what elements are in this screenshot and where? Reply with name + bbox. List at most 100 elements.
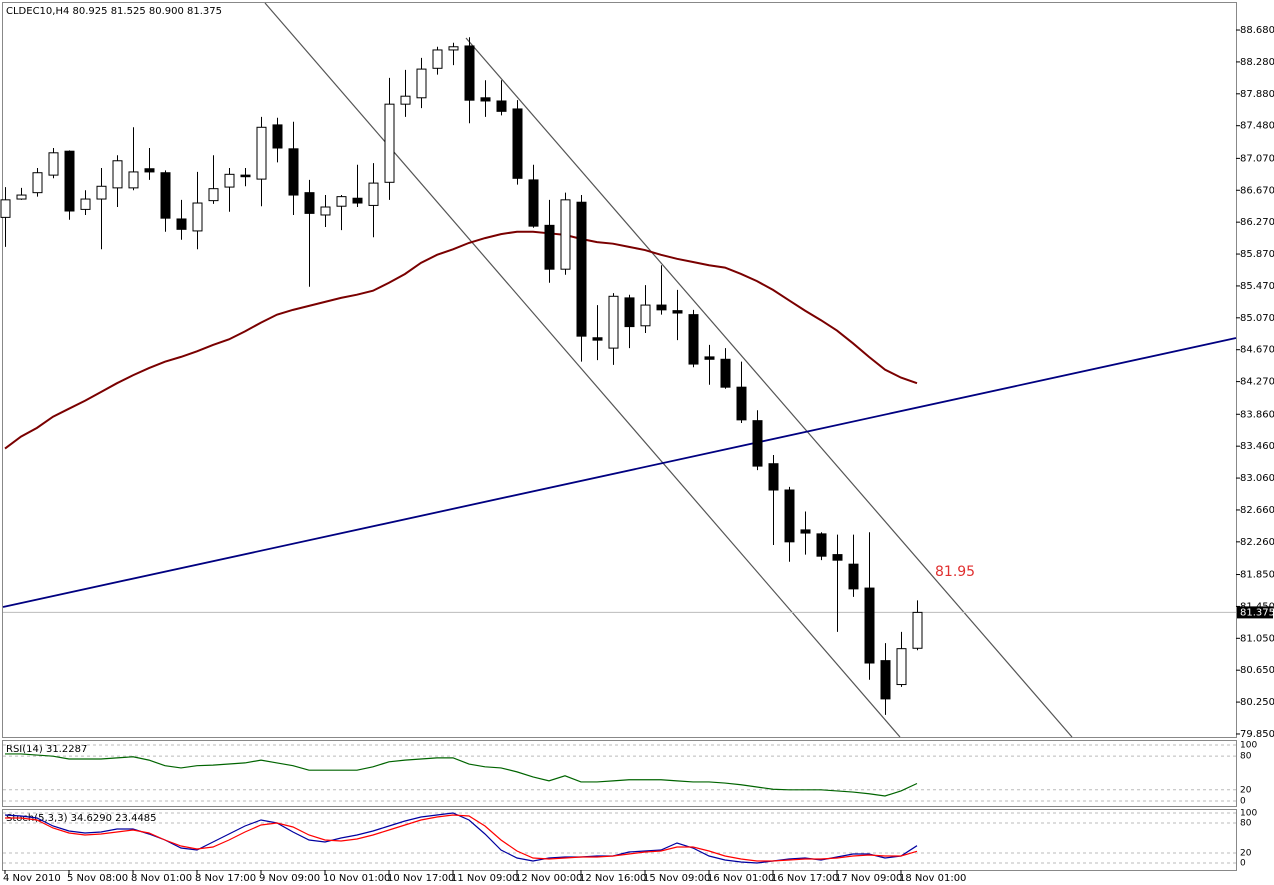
candle-body xyxy=(144,168,155,173)
x-tick-label: 10 Nov 01:00 xyxy=(323,873,390,884)
y-tick-label: 100 xyxy=(1240,809,1257,819)
y-tick-label: 86.670 xyxy=(1240,185,1274,196)
y-tick-label: 85.470 xyxy=(1240,281,1274,292)
candle-body xyxy=(416,68,427,99)
y-tick-label: 83.060 xyxy=(1240,473,1274,484)
last-price-box xyxy=(1237,606,1273,619)
x-tick-label: 17 Nov 09:00 xyxy=(835,873,902,884)
rsi-panel xyxy=(2,740,1237,807)
candle-body xyxy=(0,199,11,218)
candle-body xyxy=(464,45,475,101)
rsi-title: RSI(14) 31.2287 xyxy=(6,744,87,755)
candle-body xyxy=(240,174,251,178)
x-tick-label: 8 Nov 01:00 xyxy=(131,873,192,884)
y-tick-label: 85.870 xyxy=(1240,249,1274,260)
candle-body xyxy=(752,420,763,467)
candle-body xyxy=(864,587,875,664)
x-tick-label: 12 Nov 00:00 xyxy=(515,873,582,884)
candle-body xyxy=(912,611,923,649)
candle-body xyxy=(288,148,299,196)
y-tick-label: 87.880 xyxy=(1240,89,1274,100)
candle-body xyxy=(512,108,523,179)
candle-body xyxy=(672,310,683,314)
x-tick-label: 16 Nov 17:00 xyxy=(771,873,838,884)
candle-body xyxy=(176,218,187,230)
y-tick-label: 79.850 xyxy=(1240,729,1274,740)
x-tick-label: 9 Nov 09:00 xyxy=(259,873,320,884)
y-tick-label: 87.480 xyxy=(1240,121,1274,132)
chart-title: CLDEC10,H4 80.925 81.525 80.900 81.375 xyxy=(6,6,222,17)
candle-body xyxy=(48,152,59,176)
y-tick-label: 80 xyxy=(1240,819,1252,829)
candle-body xyxy=(80,198,91,210)
x-tick-label: 4 Nov 2010 xyxy=(3,873,61,884)
x-tick-label: 10 Nov 17:00 xyxy=(387,873,454,884)
y-tick-label: 20 xyxy=(1240,785,1252,795)
candle-body xyxy=(576,201,587,337)
main-panel xyxy=(2,2,1237,738)
x-tick-label: 11 Nov 09:00 xyxy=(451,873,518,884)
candle-body xyxy=(336,196,347,207)
candle-body xyxy=(592,337,603,341)
y-tick-label: 82.260 xyxy=(1240,537,1274,548)
x-tick-label: 18 Nov 01:00 xyxy=(899,873,966,884)
candle-body xyxy=(848,563,859,590)
candle-body xyxy=(32,172,43,194)
candle-body xyxy=(480,97,491,102)
candle-body xyxy=(304,192,315,214)
y-tick-label: 80 xyxy=(1240,752,1252,762)
candle-body xyxy=(256,126,267,180)
x-tick-label: 15 Nov 09:00 xyxy=(643,873,710,884)
candle-body xyxy=(784,489,795,543)
candle-body xyxy=(16,194,27,200)
candle-body xyxy=(544,224,555,270)
candle-body xyxy=(368,182,379,206)
x-tick-label: 5 Nov 08:00 xyxy=(67,873,128,884)
candle-body xyxy=(688,314,699,365)
y-tick-label: 87.070 xyxy=(1240,153,1274,164)
candle-body xyxy=(560,199,571,270)
channel-lower xyxy=(264,2,901,738)
y-tick-label: 81.050 xyxy=(1240,633,1274,644)
candle-body xyxy=(96,185,107,200)
candle-body xyxy=(208,188,219,202)
candle-body xyxy=(640,304,651,327)
y-tick-label: 20 xyxy=(1240,849,1252,859)
candle-body xyxy=(736,386,747,421)
y-tick-label: 85.070 xyxy=(1240,313,1274,324)
y-tick-label: 0 xyxy=(1240,797,1246,807)
candle-body xyxy=(656,304,667,311)
candle-body xyxy=(496,100,507,112)
candle-body xyxy=(800,529,811,534)
candle-body xyxy=(64,150,75,212)
annotation: 81.95 xyxy=(935,564,975,580)
candle-body xyxy=(624,297,635,328)
candle-body xyxy=(384,103,395,183)
last-price-label: 81.375 xyxy=(1240,607,1274,618)
y-tick-label: 80.650 xyxy=(1240,665,1274,676)
candle-body xyxy=(320,206,331,216)
candle-body xyxy=(400,95,411,105)
stoch-title: Stoch(5,3,3) 34.6290 23.4485 xyxy=(6,813,157,824)
y-tick-label: 84.270 xyxy=(1240,377,1274,388)
candle-body xyxy=(768,463,779,491)
candle-body xyxy=(352,197,363,204)
candle-body xyxy=(896,648,907,686)
candle-body xyxy=(112,160,123,189)
candle-body xyxy=(832,554,843,561)
candle-body xyxy=(608,295,619,349)
stoch-panel xyxy=(2,809,1237,871)
candle-body xyxy=(528,179,539,227)
candle-body xyxy=(272,124,283,149)
candle-body xyxy=(128,171,139,189)
y-tick-label: 88.280 xyxy=(1240,57,1274,68)
candle-body xyxy=(224,173,235,188)
y-tick-label: 81.850 xyxy=(1240,570,1274,581)
moving-average xyxy=(4,230,918,450)
candle-body xyxy=(880,660,891,700)
y-tick-label: 0 xyxy=(1240,859,1246,869)
y-tick-label: 82.660 xyxy=(1240,505,1274,516)
